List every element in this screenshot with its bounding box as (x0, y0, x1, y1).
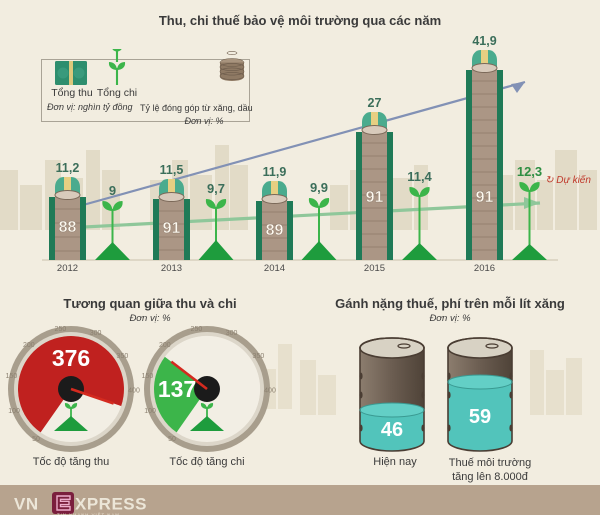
svg-text:89: 89 (266, 222, 284, 239)
svg-text:59: 59 (469, 406, 491, 428)
svg-text:27: 27 (368, 96, 382, 110)
svg-text:376: 376 (52, 345, 90, 371)
svg-text:150: 150 (6, 373, 18, 380)
svg-text:41,9: 41,9 (472, 34, 496, 48)
svg-text:9,7: 9,7 (207, 181, 225, 196)
svg-text:400: 400 (264, 387, 276, 394)
svg-text:300: 300 (90, 330, 102, 337)
svg-text:46: 46 (381, 419, 403, 441)
svg-text:250: 250 (55, 326, 67, 333)
svg-text:2013: 2013 (161, 263, 182, 274)
svg-text:50: 50 (32, 436, 40, 443)
svg-text:150: 150 (142, 373, 154, 380)
svg-text:200: 200 (23, 342, 35, 349)
svg-text:88: 88 (59, 219, 77, 236)
svg-text:11,4: 11,4 (407, 169, 432, 184)
svg-text:200: 200 (159, 342, 171, 349)
svg-text:137: 137 (158, 376, 196, 402)
svg-text:11,9: 11,9 (263, 165, 287, 179)
svg-text:VN: VN (14, 495, 39, 514)
svg-text:11,5: 11,5 (160, 163, 184, 177)
svg-text:2015: 2015 (364, 263, 385, 274)
svg-text:2014: 2014 (264, 263, 285, 274)
svg-text:12,3: 12,3 (517, 164, 542, 179)
svg-text:91: 91 (366, 189, 384, 206)
svg-text:9,9: 9,9 (310, 180, 328, 195)
svg-text:91: 91 (476, 189, 494, 206)
svg-text:2016: 2016 (474, 263, 495, 274)
svg-text:100: 100 (144, 408, 156, 415)
svg-text:2012: 2012 (57, 263, 78, 274)
svg-text:91: 91 (163, 220, 181, 237)
svg-text:250: 250 (191, 326, 203, 333)
svg-text:400: 400 (128, 387, 140, 394)
svg-text:350: 350 (117, 353, 129, 360)
svg-text:XPRESS: XPRESS (75, 495, 147, 514)
svg-text:9: 9 (109, 183, 116, 198)
svg-text:50: 50 (168, 436, 176, 443)
svg-text:350: 350 (253, 353, 265, 360)
svg-text:100: 100 (8, 408, 20, 415)
svg-text:↻ Dự kiến: ↻ Dự kiến (545, 174, 591, 186)
svg-text:11,2: 11,2 (56, 161, 80, 175)
svg-text:300: 300 (226, 330, 238, 337)
